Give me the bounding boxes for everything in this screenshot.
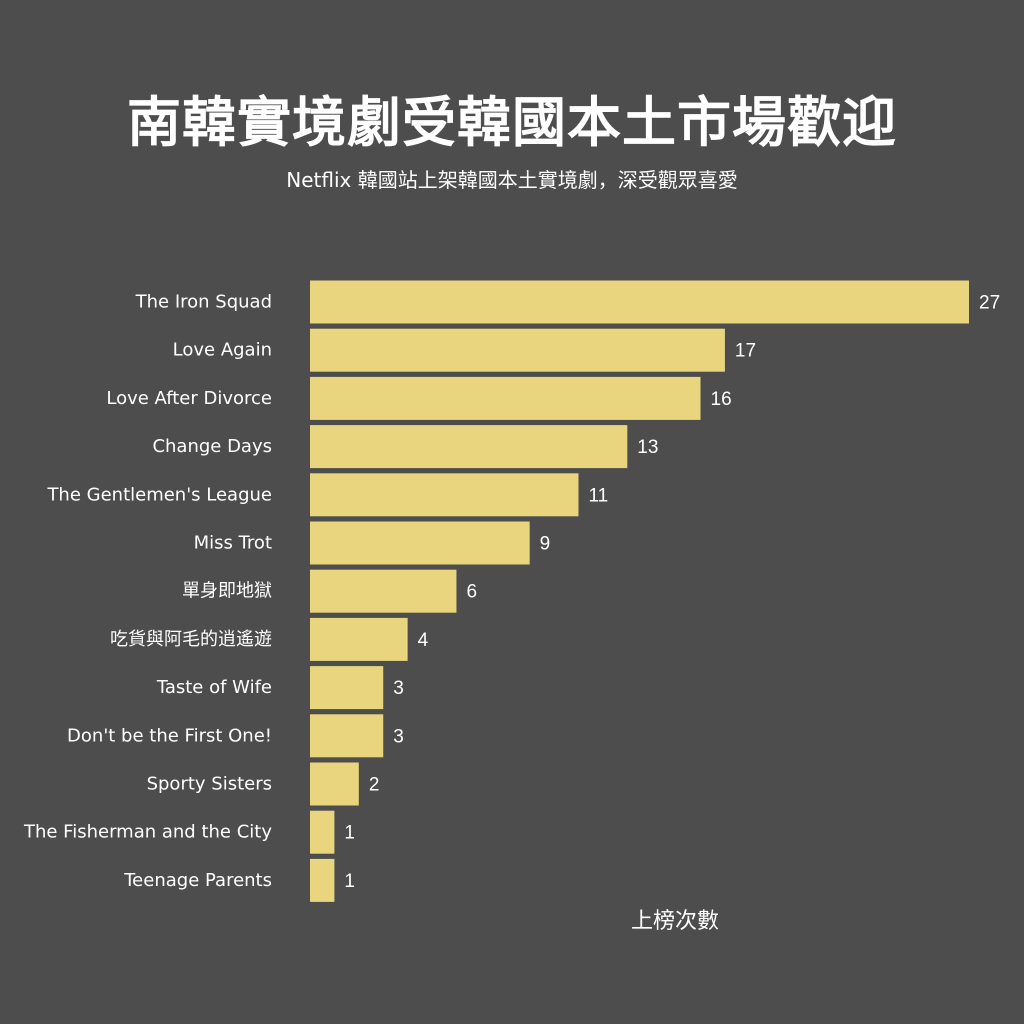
category-label: Love After Divorce xyxy=(106,388,272,409)
category-labels-group: The Iron Squad Love Again Love After Divor… xyxy=(23,292,272,891)
bar xyxy=(310,280,969,324)
bar xyxy=(310,858,335,902)
bar xyxy=(310,569,457,613)
bar xyxy=(310,666,384,710)
bar xyxy=(310,810,335,854)
category-label: The Gentlemen's League xyxy=(46,484,272,505)
value-label: 13 xyxy=(637,437,658,458)
category-label: Don't be the First One! xyxy=(67,725,272,746)
value-label: 3 xyxy=(393,678,404,699)
bar xyxy=(310,617,408,661)
bar xyxy=(310,376,701,420)
category-label: Sporty Sisters xyxy=(147,774,272,795)
category-label: Love Again xyxy=(173,340,272,361)
category-label: The Iron Squad xyxy=(135,292,272,313)
category-label: Change Days xyxy=(152,436,272,457)
bar xyxy=(310,762,359,806)
value-label: 16 xyxy=(711,389,732,410)
value-label: 1 xyxy=(344,823,355,844)
bars-group xyxy=(310,280,969,902)
category-label: Miss Trot xyxy=(194,533,272,554)
value-label: 9 xyxy=(540,534,551,555)
chart-subtitle: Netflix 韓國站上架韓國本土實境劇，深受觀眾喜愛 xyxy=(286,168,738,192)
category-label: Taste of Wife xyxy=(156,677,272,698)
category-label: The Fisherman and the City xyxy=(23,822,272,843)
value-label: 1 xyxy=(344,871,355,892)
bar xyxy=(310,473,579,517)
bar xyxy=(310,714,384,758)
value-label: 6 xyxy=(466,582,477,603)
bar xyxy=(310,521,530,565)
x-axis-title: 上榜次數 xyxy=(631,909,719,934)
value-label: 3 xyxy=(393,726,404,747)
category-label: 吃貨與阿毛的逍遙遊 xyxy=(110,629,272,650)
category-label: 單身即地獄 xyxy=(182,581,272,602)
value-label: 17 xyxy=(735,341,756,362)
value-label: 4 xyxy=(418,630,429,651)
value-label: 11 xyxy=(588,485,608,506)
bar xyxy=(310,425,628,469)
bar xyxy=(310,328,725,372)
category-label: Teenage Parents xyxy=(123,870,272,891)
value-label: 27 xyxy=(979,293,1000,314)
value-label: 2 xyxy=(369,775,380,796)
chart-title: 南韓實境劇受韓國本土市場歡迎 xyxy=(127,91,897,154)
